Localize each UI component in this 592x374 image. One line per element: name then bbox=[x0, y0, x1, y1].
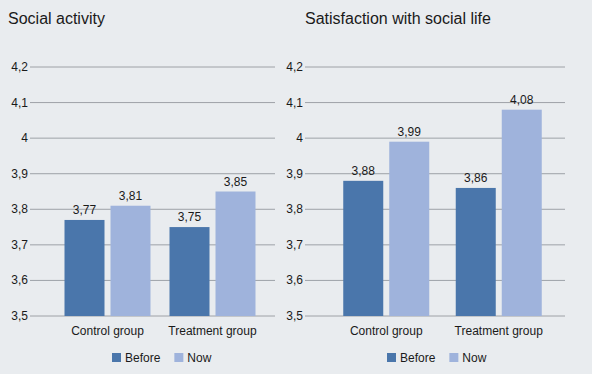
data-labels: 3,88 3,99 3,86 4,08 bbox=[352, 93, 534, 185]
y-tick-label: 3,7 bbox=[11, 238, 28, 252]
chart-canvas: Social activity 3,5 3,6 3,7 3,8 3,9 4 4,1 4,2 3,7… bbox=[0, 0, 592, 374]
x-tick-label: Control group bbox=[350, 324, 423, 338]
legend-swatch bbox=[112, 353, 121, 362]
y-tick-label: 3,9 bbox=[286, 167, 303, 181]
chart: Satisfaction with social life 3,5 3,6 3,7 3,… bbox=[286, 10, 565, 365]
data-label: 3,77 bbox=[73, 203, 97, 217]
legend-label: Now bbox=[187, 351, 211, 365]
data-label: 3,88 bbox=[352, 164, 376, 178]
y-tick-label: 3,8 bbox=[286, 202, 303, 216]
y-tick-label: 3,7 bbox=[286, 238, 303, 252]
bar bbox=[216, 192, 256, 317]
y-tick-label: 4,2 bbox=[11, 60, 28, 74]
grid-line bbox=[30, 102, 275, 103]
bars bbox=[343, 110, 542, 316]
x-tick-label: Treatment group bbox=[168, 324, 257, 338]
x-tick-label: Treatment group bbox=[455, 324, 544, 338]
bar bbox=[65, 220, 105, 316]
bar bbox=[170, 227, 210, 316]
y-tick-label: 4 bbox=[21, 131, 28, 145]
y-tick-label: 3,9 bbox=[11, 167, 28, 181]
legend-swatch bbox=[174, 353, 183, 362]
legend-label: Before bbox=[125, 351, 161, 365]
legend-swatch bbox=[449, 353, 458, 362]
y-tick-label: 4,1 bbox=[286, 96, 303, 110]
y-tick-label: 3,6 bbox=[286, 273, 303, 287]
grid-line bbox=[30, 67, 275, 68]
chart-title: Satisfaction with social life bbox=[305, 10, 491, 27]
grid-line bbox=[305, 67, 565, 68]
data-label: 3,81 bbox=[119, 189, 143, 203]
y-tick-label: 3,8 bbox=[11, 202, 28, 216]
bar bbox=[456, 188, 496, 316]
data-label: 3,86 bbox=[464, 171, 488, 185]
chart: Social activity 3,5 3,6 3,7 3,8 3,9 4 4,1 4,2 3,7… bbox=[8, 10, 275, 365]
bar bbox=[111, 206, 151, 316]
legend-label: Before bbox=[400, 351, 436, 365]
legend-label: Now bbox=[462, 351, 486, 365]
y-tick-label: 3,5 bbox=[286, 309, 303, 323]
y-tick-label: 3,5 bbox=[11, 309, 28, 323]
data-label: 3,99 bbox=[398, 125, 422, 139]
data-label: 4,08 bbox=[510, 93, 534, 107]
y-tick-label: 3,6 bbox=[11, 273, 28, 287]
bars bbox=[65, 192, 256, 317]
bar bbox=[343, 181, 383, 316]
y-tick-label: 4 bbox=[296, 131, 303, 145]
bar bbox=[389, 142, 429, 316]
y-tick-label: 4,2 bbox=[286, 60, 303, 74]
y-tick-label: 4,1 bbox=[11, 96, 28, 110]
data-label: 3,85 bbox=[224, 175, 248, 189]
bar bbox=[502, 110, 542, 316]
data-label: 3,75 bbox=[178, 210, 202, 224]
legend-swatch bbox=[387, 353, 396, 362]
grid-line bbox=[30, 138, 275, 139]
chart-title: Social activity bbox=[8, 10, 105, 27]
data-labels: 3,77 3,81 3,75 3,85 bbox=[73, 175, 248, 225]
x-tick-label: Control group bbox=[71, 324, 144, 338]
